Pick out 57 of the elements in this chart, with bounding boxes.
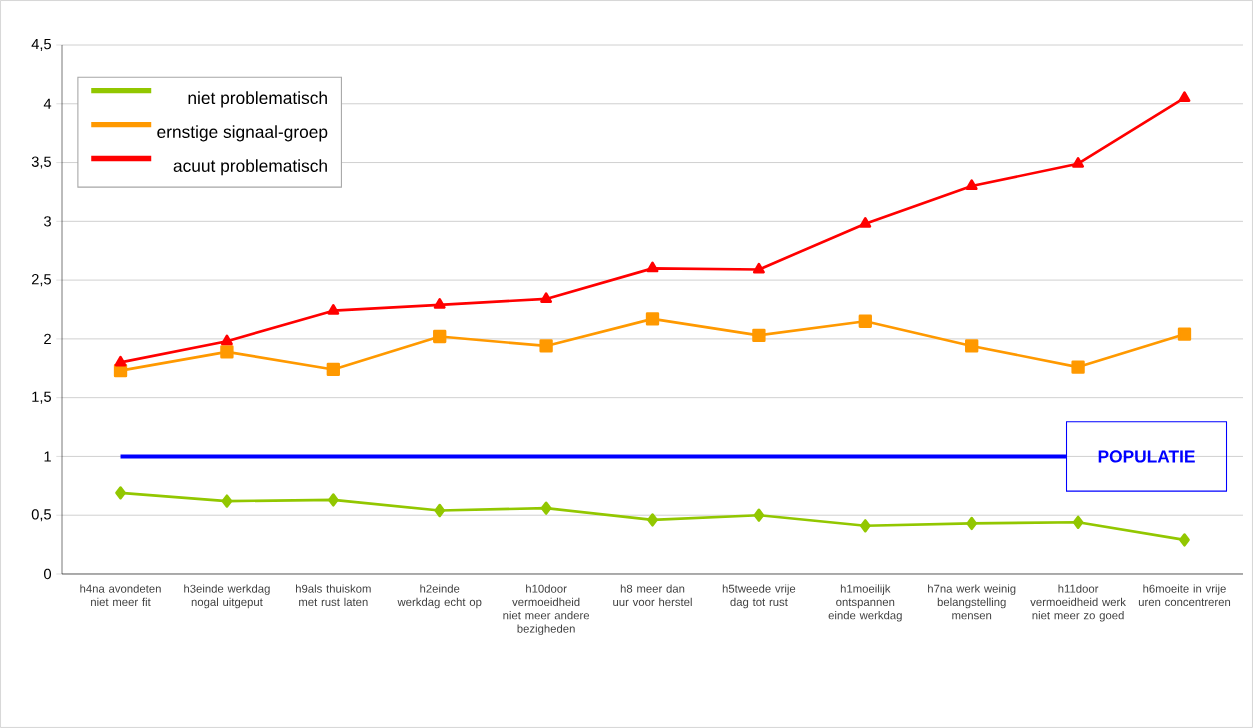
point xyxy=(1072,515,1084,529)
legend-label: acuut problematisch xyxy=(173,159,327,176)
point xyxy=(434,503,446,518)
point xyxy=(1178,91,1191,102)
point xyxy=(1072,157,1085,168)
y-tick-label: 0 xyxy=(44,568,52,580)
point xyxy=(965,339,979,353)
point xyxy=(433,298,446,309)
x-tick-label: h1moeilijk ontspannen einde werkdag xyxy=(828,584,902,622)
x-tick-label: h7na werk weinig belangstelling mensen xyxy=(928,584,1016,620)
legend-label: ernstige signaal-groep xyxy=(157,125,328,142)
point xyxy=(540,501,552,515)
ref-line-label: POPULATIE xyxy=(1098,450,1195,463)
point xyxy=(327,493,339,507)
point xyxy=(859,519,871,533)
x-tick-label: h4na avondeten niet meer fit xyxy=(80,584,161,607)
point xyxy=(646,261,659,273)
point xyxy=(752,262,765,274)
y-tick-label: 2,5 xyxy=(31,274,51,287)
point xyxy=(753,508,765,522)
x-tick-label: h6moeite in vrije uren concentreren xyxy=(1138,584,1231,607)
point xyxy=(966,516,978,531)
x-tick-label: h3einde werkdag nogal uitgeput xyxy=(184,584,270,609)
point xyxy=(327,304,340,315)
point xyxy=(433,329,447,344)
point xyxy=(858,314,872,328)
x-tick-label: h5tweede vrije dag tot rust xyxy=(722,584,796,609)
point xyxy=(965,179,978,191)
point xyxy=(1177,327,1192,341)
x-tick-label: h10door vermoeidheid niet meer andere bezigheden xyxy=(503,584,590,635)
point xyxy=(220,334,233,346)
point xyxy=(220,345,234,359)
point xyxy=(221,494,233,508)
y-tick-label: 3,5 xyxy=(31,156,51,169)
x-tick-label: h11door vermoeidheid werk niet meer zo goed xyxy=(1030,584,1126,622)
y-tick-label: 1,5 xyxy=(32,391,51,404)
point xyxy=(539,339,553,353)
y-tick-label: 2 xyxy=(44,333,51,344)
y-tick-label: 4,5 xyxy=(31,39,51,51)
y-tick-label: 4 xyxy=(43,98,52,109)
point xyxy=(1071,360,1085,374)
y-tick-label: 3 xyxy=(44,216,51,227)
x-tick-label: h9als thuiskom met rust laten xyxy=(296,584,371,607)
y-tick-label: 1 xyxy=(44,451,51,462)
point xyxy=(540,292,553,303)
x-tick-label: h2einde werkdag echt op xyxy=(397,584,482,609)
point xyxy=(647,513,658,527)
point xyxy=(645,312,660,326)
point xyxy=(114,355,127,367)
point xyxy=(1179,533,1190,547)
point xyxy=(752,328,766,343)
point xyxy=(859,217,872,228)
x-tick-label: h8 meer dan uur voor herstel xyxy=(613,584,692,607)
y-tick-label: 0,5 xyxy=(31,509,51,522)
point xyxy=(115,486,126,500)
legend-label: niet problematisch xyxy=(188,91,327,108)
point xyxy=(326,362,340,377)
